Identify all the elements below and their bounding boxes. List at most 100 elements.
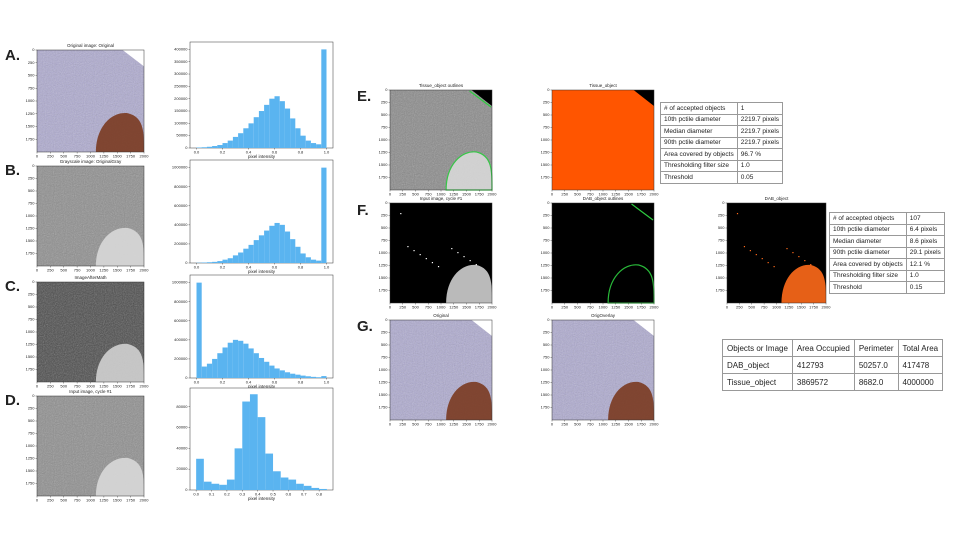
table-cell: 107 bbox=[905, 212, 945, 225]
x-tick-label: 1500 bbox=[624, 192, 634, 197]
speck bbox=[755, 254, 757, 256]
y-tick-label: 750 bbox=[718, 238, 725, 243]
x-tick-label: 1750 bbox=[126, 268, 136, 273]
bar bbox=[310, 143, 317, 148]
y-tick-label: 1000000 bbox=[172, 280, 188, 285]
tissue-region bbox=[608, 381, 654, 420]
y-tick-label: 750 bbox=[381, 238, 388, 243]
image-title: OrigOverlay bbox=[591, 313, 616, 318]
y-tick-label: 250 bbox=[543, 213, 550, 218]
x-tick-label: 0.5 bbox=[270, 492, 276, 497]
speck bbox=[437, 266, 440, 268]
bar bbox=[253, 240, 259, 263]
x-tick-label: 500 bbox=[748, 305, 755, 310]
image-title: DAB_object bbox=[765, 196, 790, 201]
bar bbox=[280, 477, 289, 490]
image-title: DAB_object outlines bbox=[583, 196, 624, 201]
bar bbox=[243, 248, 249, 263]
y-tick-label: 250 bbox=[28, 406, 35, 411]
y-tick-label: 0 bbox=[185, 375, 188, 380]
y-tick-label: 1500 bbox=[379, 275, 389, 280]
y-tick-label: 250 bbox=[28, 60, 35, 65]
table-cell: Tissue_object bbox=[722, 373, 793, 391]
x-tick-label: 2000 bbox=[822, 305, 832, 310]
bar bbox=[222, 143, 228, 148]
table-cell: 8682.0 bbox=[853, 373, 899, 391]
table-cell: Area covered by objects bbox=[660, 148, 738, 161]
x-tick-label: 1000 bbox=[599, 305, 609, 310]
table-row: Tissue_object 3869572 8682.0 4000000 bbox=[722, 373, 944, 391]
bar bbox=[316, 144, 322, 148]
bar bbox=[290, 373, 296, 378]
image-title: Grayscale image: OriginalGray bbox=[60, 159, 122, 164]
image-panel: Input image, cycle #10 250 500 750 1000 1250 1… bbox=[379, 196, 498, 309]
panel-letter: G. bbox=[357, 318, 373, 335]
table-row: DAB_object 412793 50257.0 417478 bbox=[722, 356, 944, 374]
y-tick-label: 800000 bbox=[174, 299, 188, 304]
bar bbox=[273, 471, 281, 490]
x-tick-label: 1500 bbox=[797, 305, 807, 310]
table-row: 10th pctile diameter 6.4 pixels bbox=[829, 223, 945, 236]
x-tick-label: 1250 bbox=[99, 384, 109, 389]
x-tick-label: 2000 bbox=[140, 154, 150, 159]
x-tick-label: 0.3 bbox=[239, 492, 245, 497]
bar bbox=[226, 479, 235, 490]
y-tick-label: 40000 bbox=[176, 445, 188, 450]
bar bbox=[295, 246, 301, 263]
x-tick-label: 1.0 bbox=[324, 265, 330, 270]
y-tick-label: 600000 bbox=[174, 318, 188, 323]
x-axis-label: pixel intensity bbox=[248, 384, 276, 389]
y-tick-label: 750 bbox=[381, 355, 388, 360]
y-tick-label: 750 bbox=[543, 355, 550, 360]
y-tick-label: 0 bbox=[722, 200, 725, 205]
x-tick-label: 0.0 bbox=[193, 492, 199, 497]
y-tick-label: 1250 bbox=[716, 263, 726, 268]
edge-outline bbox=[631, 203, 654, 221]
y-tick-label: 100000 bbox=[174, 120, 188, 125]
y-tick-label: 1000 bbox=[541, 137, 551, 142]
tissue-region bbox=[95, 457, 144, 496]
x-tick-label: 1750 bbox=[637, 192, 647, 197]
y-tick-label: 80000 bbox=[176, 404, 188, 409]
x-tick-label: 250 bbox=[47, 268, 54, 273]
table-cell: Median diameter bbox=[660, 125, 738, 138]
bar bbox=[295, 128, 301, 148]
bar bbox=[212, 146, 218, 148]
x-tick-label: 1750 bbox=[475, 305, 485, 310]
bar bbox=[258, 357, 265, 378]
x-tick-label: 500 bbox=[412, 422, 419, 427]
y-tick-label: 500 bbox=[28, 73, 35, 78]
bar bbox=[211, 483, 220, 490]
x-tick-label: 250 bbox=[399, 192, 406, 197]
bar bbox=[264, 230, 270, 263]
x-tick-label: 0.2 bbox=[220, 265, 226, 270]
bar bbox=[300, 253, 306, 263]
y-tick-label: 0 bbox=[185, 260, 188, 265]
bar bbox=[249, 394, 258, 490]
y-tick-label: 750 bbox=[28, 431, 35, 436]
speck bbox=[736, 213, 739, 215]
y-tick-label: 400000 bbox=[174, 46, 188, 51]
table-cell: 10th pctile diameter bbox=[829, 223, 907, 236]
y-tick-label: 1500 bbox=[541, 162, 551, 167]
y-tick-label: 0 bbox=[547, 317, 550, 322]
bar bbox=[217, 353, 223, 378]
y-tick-label: 0 bbox=[547, 87, 550, 92]
y-tick-label: 250 bbox=[381, 213, 388, 218]
x-tick-label: 1250 bbox=[449, 305, 459, 310]
table-cell: 0.05 bbox=[736, 171, 784, 184]
x-tick-label: 0 bbox=[551, 192, 554, 197]
x-axis-label: pixel intensity bbox=[248, 269, 276, 274]
bar bbox=[296, 483, 304, 490]
x-tick-label: 1750 bbox=[809, 305, 819, 310]
y-tick-label: 1500 bbox=[26, 238, 36, 243]
y-tick-label: 50000 bbox=[176, 133, 188, 138]
table-row: 10th pctile diameter 2219.7 pixels bbox=[660, 113, 784, 126]
x-tick-label: 0.6 bbox=[286, 492, 292, 497]
table-cell: 50257.0 bbox=[853, 356, 899, 374]
x-tick-label: 0.4 bbox=[246, 150, 252, 155]
edge-outline bbox=[469, 90, 492, 108]
image-title: ImageAfterMath bbox=[74, 275, 107, 280]
y-tick-label: 1250 bbox=[379, 263, 389, 268]
